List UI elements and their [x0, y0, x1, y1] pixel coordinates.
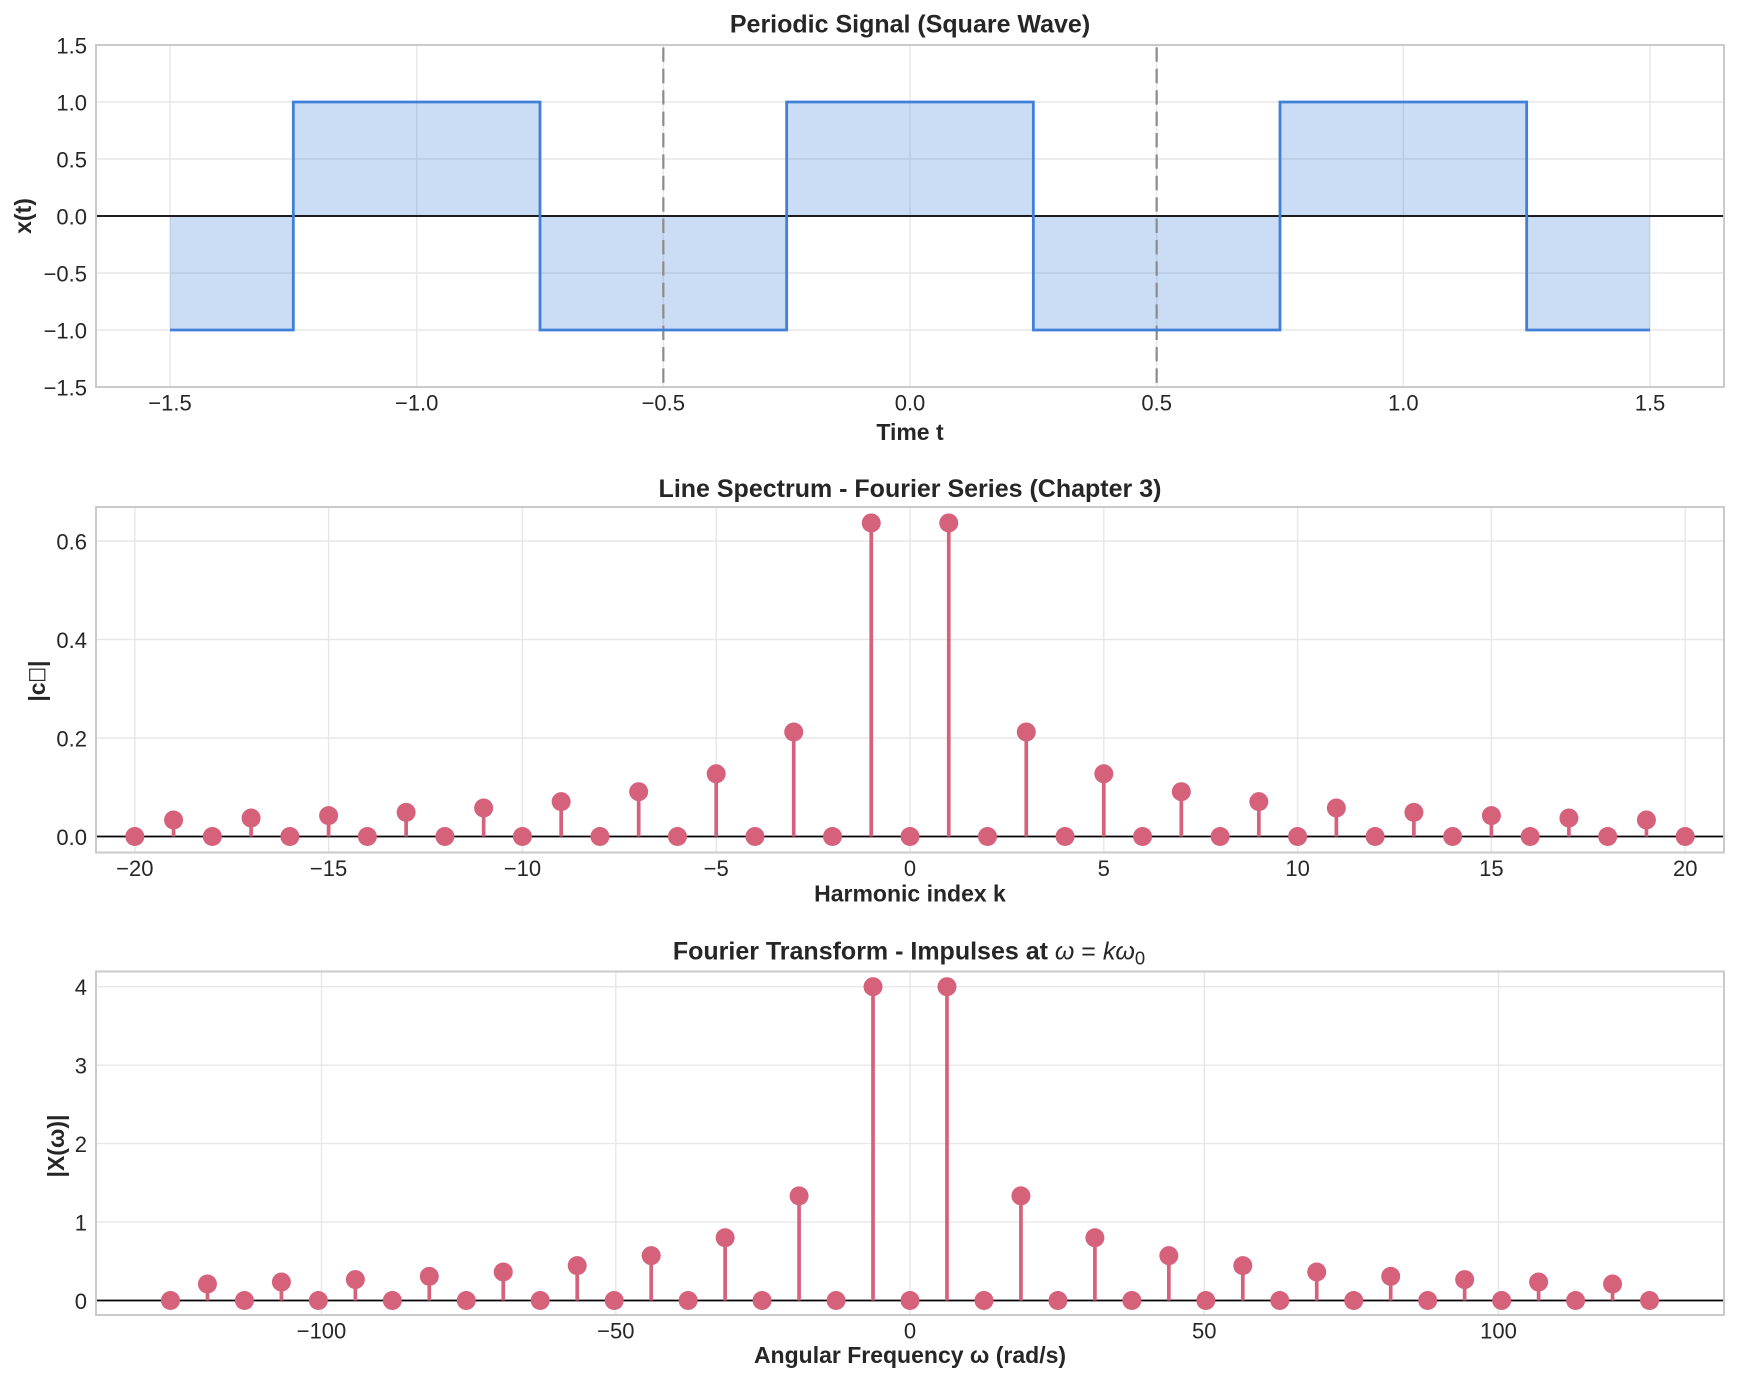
svg-text:−0.5: −0.5 [642, 391, 685, 416]
svg-text:3: 3 [75, 1054, 87, 1079]
svg-text:Line Spectrum - Fourier Series: Line Spectrum - Fourier Series (Chapter … [659, 475, 1162, 503]
svg-text:Harmonic index k: Harmonic index k [814, 881, 1006, 907]
svg-text:−1.0: −1.0 [44, 319, 87, 344]
svg-text:0.6: 0.6 [56, 530, 87, 555]
svg-text:4: 4 [75, 975, 87, 1000]
svg-text:0.0: 0.0 [56, 825, 87, 850]
svg-text:0.5: 0.5 [1141, 391, 1172, 416]
svg-text:1.5: 1.5 [56, 34, 87, 59]
svg-text:50: 50 [1192, 1319, 1216, 1344]
svg-text:0.4: 0.4 [56, 628, 87, 653]
svg-text:10: 10 [1285, 856, 1309, 881]
svg-text:1.0: 1.0 [56, 91, 87, 116]
svg-text:5: 5 [1098, 856, 1110, 881]
svg-text:Time t: Time t [876, 419, 944, 445]
svg-text:|: | [24, 661, 50, 667]
svg-text:Periodic Signal (Square Wave): Periodic Signal (Square Wave) [730, 11, 1090, 39]
svg-text:0: 0 [904, 856, 916, 881]
svg-text:−0.5: −0.5 [44, 262, 87, 287]
svg-text:1.5: 1.5 [1635, 391, 1666, 416]
svg-text:0.0: 0.0 [895, 391, 926, 416]
svg-text:15: 15 [1479, 856, 1503, 881]
svg-text:x(t): x(t) [10, 198, 36, 234]
svg-text:|X(ω)|: |X(ω)| [43, 1115, 69, 1178]
svg-text:2: 2 [75, 1132, 87, 1157]
svg-text:20: 20 [1673, 856, 1697, 881]
svg-text:−100: −100 [297, 1319, 347, 1344]
svg-text:−5: −5 [704, 856, 729, 881]
svg-text:100: 100 [1480, 1319, 1517, 1344]
svg-text:|c: |c [24, 682, 50, 701]
svg-text:0.0: 0.0 [56, 205, 87, 230]
svg-text:−1.5: −1.5 [44, 376, 87, 401]
svg-text:−15: −15 [310, 856, 347, 881]
svg-text:−1.5: −1.5 [148, 391, 191, 416]
svg-text:0: 0 [904, 1319, 916, 1344]
svg-text:−50: −50 [597, 1319, 634, 1344]
svg-text:−1.0: −1.0 [395, 391, 438, 416]
svg-text:−10: −10 [504, 856, 541, 881]
svg-text:1: 1 [75, 1211, 87, 1236]
svg-text:0.5: 0.5 [56, 148, 87, 173]
svg-text:0: 0 [75, 1289, 87, 1314]
svg-text:Angular Frequency ω (rad/s): Angular Frequency ω (rad/s) [754, 1342, 1066, 1368]
svg-text:1.0: 1.0 [1388, 391, 1419, 416]
svg-text:0.2: 0.2 [56, 727, 87, 752]
svg-text:Fourier Transform - Impulses a: Fourier Transform - Impulses at ω = kω0 [673, 938, 1145, 969]
svg-text:−20: −20 [116, 856, 153, 881]
